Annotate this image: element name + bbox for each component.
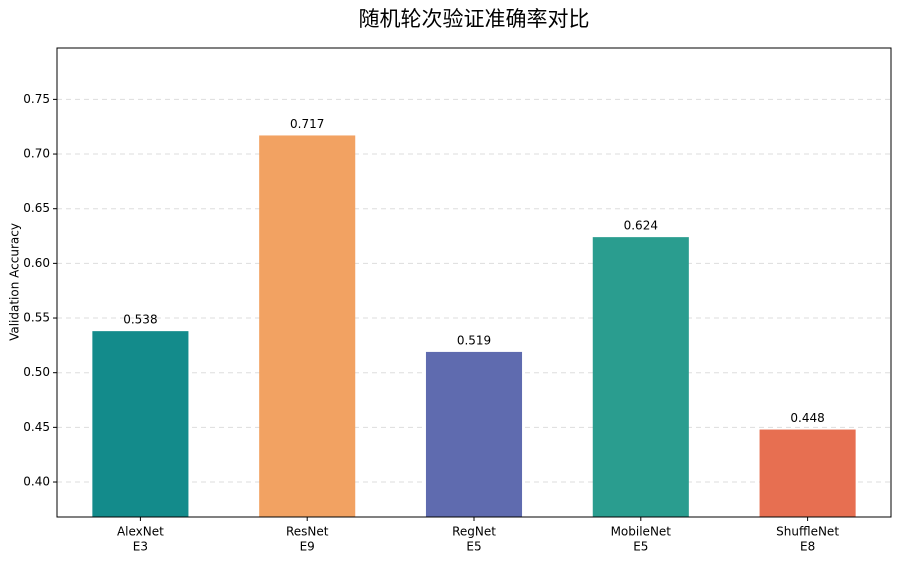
bar <box>592 237 689 517</box>
x-tick-label: RegNet <box>452 525 496 539</box>
bar <box>92 331 189 517</box>
x-tick-label: ResNet <box>286 525 329 539</box>
x-tick-label: ShuffleNet <box>776 525 839 539</box>
plot-frame <box>56 47 892 518</box>
data-label: 0.624 <box>624 219 658 233</box>
x-tick-label: E5 <box>466 540 481 554</box>
y-tick-label: 0.75 <box>23 92 50 106</box>
x-tick-label: AlexNet <box>117 525 164 539</box>
x-tick-label: MobileNet <box>611 525 672 539</box>
y-tick-label: 0.55 <box>23 311 50 325</box>
x-tick-label: E9 <box>300 540 315 554</box>
y-tick-label: 0.60 <box>23 256 50 270</box>
y-tick-label: 0.65 <box>23 201 50 215</box>
bar <box>425 351 523 517</box>
x-tick-label: E3 <box>133 540 148 554</box>
data-label: 0.448 <box>790 411 824 425</box>
x-tick-label: E8 <box>800 540 815 554</box>
bar <box>259 135 356 517</box>
y-tick-label: 0.40 <box>23 475 50 489</box>
x-tick-label: E5 <box>633 540 648 554</box>
y-tick-label: 0.70 <box>23 147 50 161</box>
data-label: 0.717 <box>290 117 324 131</box>
data-label: 0.538 <box>123 313 157 327</box>
bar <box>759 429 856 517</box>
y-axis-label: Validation Accuracy <box>8 223 22 341</box>
y-tick-label: 0.45 <box>23 420 50 434</box>
data-label: 0.519 <box>457 333 491 347</box>
y-tick-label: 0.50 <box>23 365 50 379</box>
chart-title: 随机轮次验证准确率对比 <box>359 7 590 31</box>
